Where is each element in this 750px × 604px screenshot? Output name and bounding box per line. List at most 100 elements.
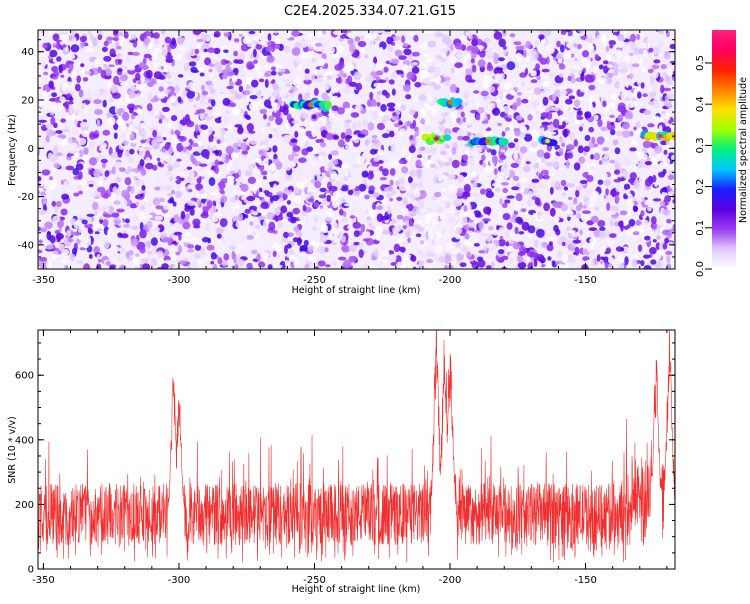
heatmap-cell (243, 90, 251, 96)
heatmap-cell (340, 132, 346, 140)
heatmap-cell (66, 93, 72, 98)
heatmap-cell (98, 180, 103, 187)
heatmap-cell (468, 159, 475, 166)
heatmap-cell (49, 180, 57, 188)
heatmap-cell (662, 242, 668, 250)
heatmap-cell (617, 40, 625, 48)
heatmap-cell (178, 135, 187, 142)
heatmap-cell (536, 228, 545, 238)
heatmap-cell (173, 162, 180, 169)
heatmap-cell (68, 150, 77, 154)
heatmap-cell (38, 190, 41, 195)
colorbar: 0.00.10.20.30.40.5 Normalized spectral a… (695, 30, 749, 277)
heatmap-cell (383, 66, 389, 73)
heatmap-cell (82, 104, 88, 114)
heatmap-cell (385, 128, 391, 133)
heatmap-cell (450, 56, 457, 65)
heatmap-cell (602, 60, 609, 65)
heatmap-cell (530, 257, 535, 262)
heatmap-cell (617, 114, 624, 122)
heatmap-feature-cell (443, 134, 452, 141)
heatmap-cell (110, 153, 119, 159)
heatmap-cell (48, 30, 56, 36)
heatmap-cell (187, 200, 196, 207)
heatmap-cell (314, 169, 321, 175)
heatmap-cell (268, 134, 273, 139)
heatmap-cell (182, 159, 189, 166)
heatmap-cell (151, 139, 157, 147)
heatmap-cell (400, 104, 406, 111)
heatmap-cell (444, 201, 453, 206)
heatmap-cell (275, 214, 284, 221)
heatmap-cell (592, 37, 597, 41)
heatmap-cell (434, 254, 441, 261)
heatmap-cell (117, 31, 123, 37)
heatmap-cell (102, 99, 107, 108)
heatmap-cell (582, 210, 591, 214)
heatmap-cell (636, 195, 642, 204)
heatmap-cell (235, 205, 241, 209)
snr-y-label: SNR (10 * v/v) (7, 416, 18, 484)
heatmap-cell (518, 231, 525, 235)
heatmap-cell (650, 157, 659, 166)
heatmap-cell (663, 52, 671, 60)
heatmap-cell (612, 228, 620, 234)
heatmap-cell (393, 174, 399, 181)
heatmap-cell (376, 205, 383, 210)
heatmap-cell (456, 53, 464, 59)
heatmap-cell (502, 213, 511, 221)
heatmap-cell (139, 204, 146, 211)
heatmap-cell (376, 213, 384, 222)
heatmap-cell (101, 46, 108, 53)
heatmap-cell (200, 32, 208, 42)
heatmap-cell (667, 68, 673, 77)
heatmap-cell (379, 165, 384, 172)
heatmap-cell (472, 182, 478, 189)
heatmap-cell (370, 30, 376, 35)
heatmap-cell (46, 244, 54, 250)
heatmap-cell (61, 193, 70, 200)
heatmap-cell (413, 34, 419, 43)
heatmap-cell (68, 97, 74, 102)
heatmap-cell (482, 81, 489, 89)
heatmap-cell (200, 98, 205, 106)
heatmap-cell (614, 221, 619, 227)
heatmap-cell (606, 64, 614, 68)
heatmap-cell (114, 161, 122, 170)
heatmap-cell (439, 160, 445, 168)
heatmap-cell (540, 127, 545, 133)
heatmap-cell (214, 61, 221, 69)
heatmap-cell (52, 258, 61, 265)
heatmap-cell (600, 231, 607, 237)
heatmap-cell (166, 174, 174, 183)
heatmap-cell (270, 66, 277, 71)
heatmap-cell (441, 47, 448, 55)
heatmap-cell (264, 78, 269, 88)
heatmap-cell (551, 260, 556, 268)
heatmap-cell (58, 64, 63, 74)
heatmap-cell (156, 250, 164, 259)
heatmap-cell (187, 244, 195, 249)
heatmap-cell (186, 166, 193, 170)
heatmap-cell (253, 103, 259, 111)
heatmap-cell (406, 71, 415, 81)
heatmap-cell (216, 233, 222, 239)
heatmap-cell (588, 84, 596, 91)
heatmap-cell (434, 166, 440, 170)
heatmap-cell (377, 110, 385, 117)
heatmap-cell (666, 62, 673, 71)
heatmap-cell (559, 44, 565, 53)
heatmap-cell (205, 186, 211, 194)
heatmap-cell (119, 74, 128, 82)
heatmap-cell (117, 97, 124, 105)
heatmap-cell (233, 50, 238, 57)
heatmap-cell (566, 36, 576, 40)
heatmap-cell (238, 85, 244, 93)
heatmap-cell (186, 85, 191, 90)
heatmap-cell (51, 200, 56, 207)
heatmap-cell (267, 33, 272, 41)
heatmap-cell (159, 114, 166, 120)
spectrogram-x-label: Height of straight line (km) (292, 285, 421, 296)
heatmap-cell (417, 199, 425, 209)
heatmap-cell (415, 264, 420, 269)
